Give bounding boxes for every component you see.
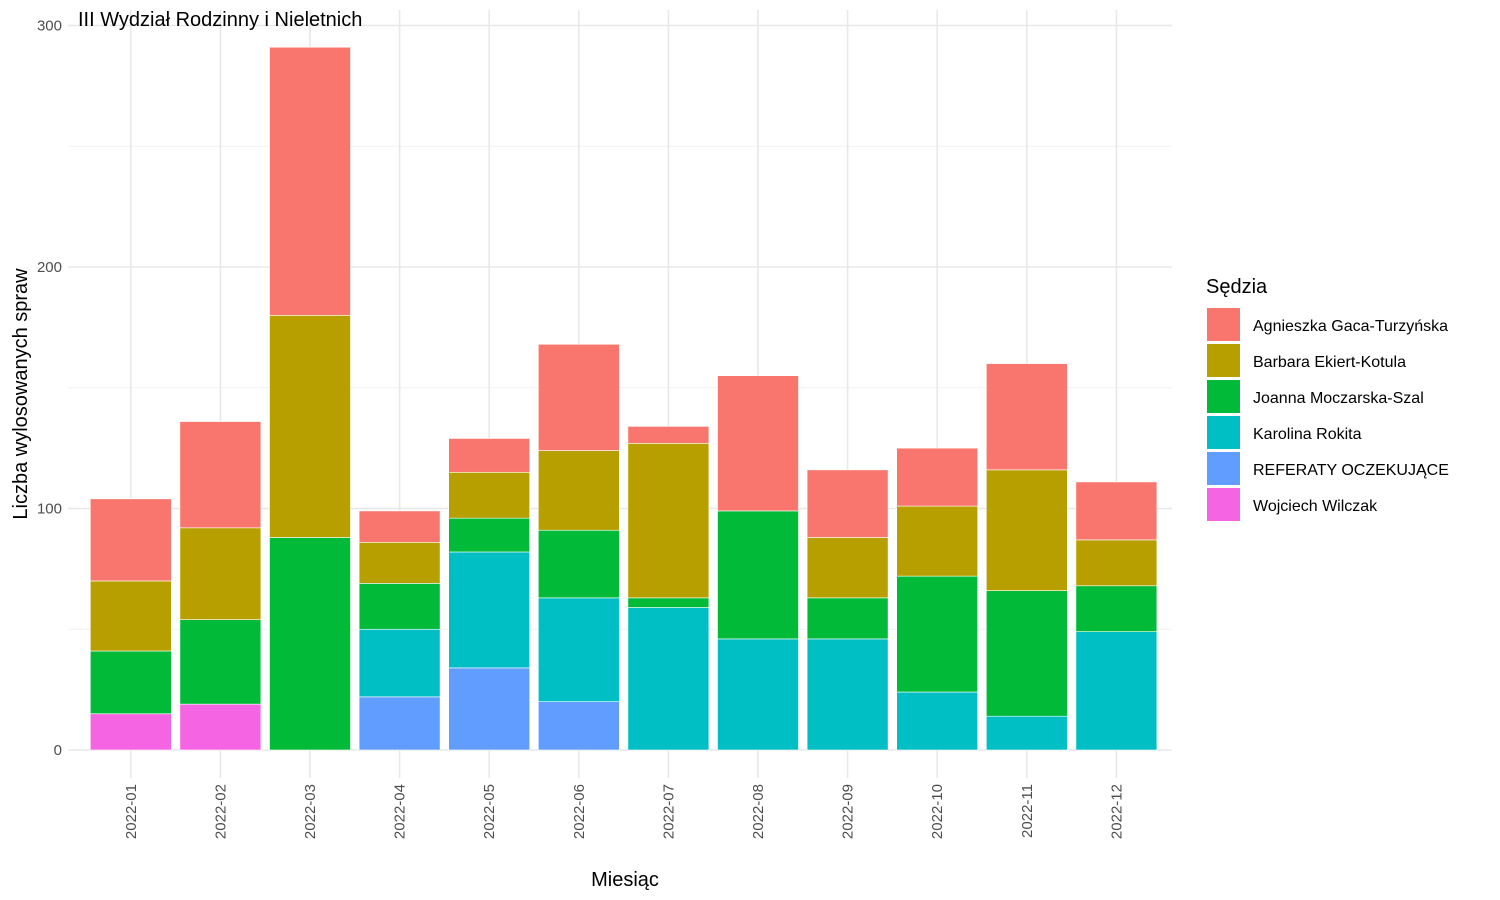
bar-segment [537, 343, 620, 451]
bar-segment [985, 363, 1068, 471]
x-axis-title: Miesiąc [591, 869, 659, 891]
legend-label: Barbara Ekiert-Kotula [1253, 354, 1406, 371]
bar-segment [448, 551, 531, 669]
y-axis-title: Liczba wylosowanych spraw [10, 268, 32, 520]
bar-segment [627, 607, 710, 751]
bar-segment [896, 447, 979, 507]
legend-key [1207, 308, 1240, 341]
bar-segment [358, 628, 441, 698]
bar-segment [717, 375, 799, 512]
legend-label: Karolina Rokita [1253, 426, 1362, 443]
bar-segment [90, 498, 172, 582]
bar-segment [448, 438, 531, 473]
legend-title: Sędzia [1206, 276, 1268, 298]
x-tick-label: 2022-04 [392, 784, 409, 839]
bar-segment [717, 638, 799, 751]
bar-segment [537, 450, 620, 531]
bar-segment [985, 715, 1068, 751]
bar-segment [537, 701, 620, 751]
bar-segment [985, 469, 1068, 591]
bar-segment [269, 314, 351, 538]
legend-label: REFERATY OCZEKUJĄCE [1253, 462, 1449, 479]
x-tick-label: 2022-10 [929, 784, 946, 839]
bar-segment [717, 510, 799, 640]
x-tick-label: 2022-07 [660, 784, 677, 839]
bar-segment [358, 542, 441, 584]
y-tick-label: 100 [37, 501, 62, 518]
bar-segment [896, 575, 979, 693]
x-tick-label: 2022-03 [302, 784, 319, 839]
legend-key [1207, 488, 1240, 521]
bars [90, 46, 1158, 751]
bar-segment [269, 537, 351, 751]
chart-title: III Wydział Rodzinny i Nieletnich [78, 9, 362, 31]
bar-segment [896, 691, 979, 751]
legend-label: Agnieszka Gaca-Turzyńska [1253, 318, 1448, 335]
bar-segment [358, 696, 441, 751]
x-tick-label: 2022-06 [571, 784, 588, 839]
bar-segment [627, 426, 710, 444]
bar-segment [179, 421, 262, 529]
bar-segment [806, 638, 889, 751]
bar-segment [1075, 539, 1158, 587]
bar-segment [90, 580, 172, 652]
bar-segment [537, 529, 620, 599]
y-tick-label: 0 [54, 742, 62, 759]
y-axis-ticks: 0 100 200 300 [37, 18, 62, 760]
x-tick-label: 2022-01 [123, 784, 140, 839]
bar-segment [358, 583, 441, 630]
legend-label: Joanna Moczarska-Szal [1253, 390, 1424, 407]
bar-segment [448, 667, 531, 751]
legend-key [1207, 380, 1240, 413]
legend-key [1207, 416, 1240, 449]
bar-segment [1075, 585, 1158, 632]
x-tick-label: 2022-05 [481, 784, 498, 839]
bar-segment [179, 619, 262, 705]
bar-segment [448, 471, 531, 519]
legend: Sędzia Agnieszka Gaca-Turzyńska Barbara E… [1206, 276, 1449, 521]
x-tick-label: 2022-11 [1019, 784, 1036, 838]
x-tick-label: 2022-12 [1108, 784, 1125, 839]
bar-segment [90, 713, 172, 751]
legend-key [1207, 452, 1240, 485]
legend-label: Wojciech Wilczak [1253, 498, 1378, 515]
x-axis-ticks: 2022-01 2022-02 2022-03 2022-04 2022-05 2022-… [123, 784, 1126, 839]
bar-segment [896, 505, 979, 577]
bar-segment [985, 590, 1068, 717]
bar-segment [358, 510, 441, 543]
bar-segment [627, 597, 710, 608]
bar-segment [627, 442, 710, 599]
bar-segment [806, 597, 889, 640]
bar-segment [448, 517, 531, 553]
bar-segment [1075, 481, 1158, 541]
bar-segment [90, 650, 172, 715]
x-tick-label: 2022-08 [750, 784, 767, 839]
legend-key [1207, 344, 1240, 377]
x-tick-label: 2022-02 [212, 784, 229, 839]
bar-segment [179, 703, 262, 751]
bar-segment [179, 527, 262, 620]
y-tick-label: 300 [37, 18, 62, 35]
x-tick-label: 2022-09 [840, 784, 857, 839]
bar-segment [806, 537, 889, 599]
bar-segment [537, 597, 620, 702]
bar-segment [1075, 631, 1158, 751]
bar-segment [269, 46, 351, 316]
bar-segment [806, 469, 889, 538]
y-tick-label: 200 [37, 259, 62, 276]
